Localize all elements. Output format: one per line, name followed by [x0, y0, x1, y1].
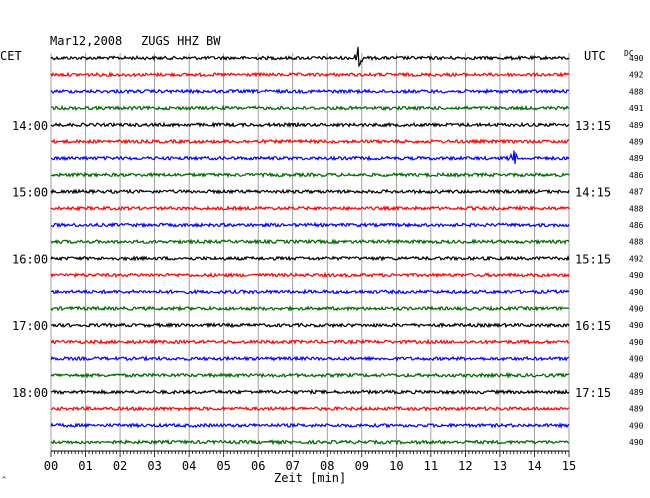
x-tick-label: 07 [286, 459, 300, 473]
seismic-trace [50, 305, 570, 312]
seismic-trace [51, 104, 570, 112]
seismic-trace [50, 288, 570, 295]
seismic-trace [50, 438, 570, 446]
x-tick-label: 06 [251, 459, 265, 473]
x-axis-label: Zeit [min] [274, 471, 346, 485]
chart-date: Mar12,2008 [50, 34, 122, 48]
left-hour-label: 17:00 [12, 319, 48, 333]
dc-offset-label: 490 [629, 421, 644, 430]
dc-offset-label: 490 [629, 288, 644, 297]
dc-offset-label: 490 [629, 338, 644, 347]
x-tick-label: 00 [44, 459, 58, 473]
dc-offset-label: 486 [629, 221, 644, 230]
x-tick-label: 01 [78, 459, 92, 473]
seismic-trace [50, 238, 570, 245]
left-timezone-label: CET [0, 49, 22, 63]
seismic-trace [50, 138, 570, 145]
x-tick-label: 14 [527, 459, 541, 473]
seismic-trace [50, 355, 570, 362]
x-tick-label: 12 [458, 459, 472, 473]
seismic-trace [50, 121, 570, 129]
x-tick-label: 05 [216, 459, 230, 473]
dc-offset-label: 489 [629, 138, 644, 147]
dc-offset-label: 488 [629, 238, 644, 247]
seismic-trace [50, 88, 570, 95]
seismic-trace [50, 371, 570, 379]
dc-offset-label: 490 [629, 305, 644, 314]
right-hour-labels: 13:15 14:15 15:15 16:15 17:15 [575, 119, 611, 400]
x-tick-label: 02 [113, 459, 127, 473]
seismic-trace [50, 46, 570, 68]
dc-offset-label: 489 [629, 154, 644, 163]
dc-offset-label: 486 [629, 171, 644, 180]
dc-offset-label: 490 [629, 355, 644, 364]
dc-offset-label: 492 [629, 254, 644, 263]
dc-offset-labels: 490 492 488 491 489 489 489 486 487 488 486 488 492 4… [629, 54, 644, 447]
left-hour-labels: 14:00 15:00 16:00 17:00 18:00 [12, 119, 48, 400]
seismic-trace [50, 204, 570, 212]
x-tick-label: 03 [147, 459, 161, 473]
chart-station: ZUGS HHZ BW [141, 34, 221, 48]
seismic-trace [50, 405, 570, 412]
seismic-trace [50, 221, 570, 229]
seismic-trace [50, 271, 570, 279]
left-hour-label: 15:00 [12, 186, 48, 200]
seismic-trace [50, 150, 570, 165]
right-hour-label: 13:15 [575, 119, 611, 133]
dc-offset-label: 490 [629, 271, 644, 280]
right-hour-label: 16:15 [575, 319, 611, 333]
left-hour-label: 14:00 [12, 119, 48, 133]
seismic-trace [50, 255, 570, 262]
x-tick-label: 10 [389, 459, 403, 473]
x-tick-label: 13 [493, 459, 507, 473]
seismic-trace [50, 71, 570, 79]
dc-offset-label: 490 [629, 54, 644, 63]
seismic-trace [50, 338, 570, 346]
trace-group [50, 46, 570, 446]
x-tick-label: 15 [562, 459, 576, 473]
dc-offset-label: 492 [629, 71, 644, 80]
seismic-trace [50, 171, 570, 179]
dc-offset-label: 490 [629, 321, 644, 330]
dc-offset-label: 489 [629, 121, 644, 130]
seismic-trace [50, 388, 570, 396]
x-tick-label: 08 [320, 459, 334, 473]
right-hour-label: 17:15 [575, 386, 611, 400]
dc-offset-label: 487 [629, 188, 644, 197]
minute-gridlines [50, 53, 570, 451]
seismic-trace [50, 188, 570, 195]
dc-offset-label: 488 [629, 204, 644, 213]
corner-mark: ^ [2, 476, 7, 484]
dc-column-label: DC [624, 49, 634, 58]
left-hour-label: 16:00 [12, 252, 48, 266]
left-hour-label: 18:00 [12, 386, 48, 400]
seismic-trace [50, 422, 570, 429]
dc-offset-label: 489 [629, 388, 644, 397]
dc-offset-label: 490 [629, 438, 644, 447]
x-tick-label: 09 [355, 459, 369, 473]
right-hour-label: 15:15 [575, 252, 611, 266]
x-tick-label: 04 [182, 459, 196, 473]
x-tick-label: 11 [424, 459, 438, 473]
dc-offset-label: 489 [629, 371, 644, 380]
right-hour-label: 14:15 [575, 186, 611, 200]
x-axis: 00 01 02 03 04 05 06 07 08 09 10 11 12 13 14 15 [44, 450, 576, 473]
dc-offset-label: 488 [629, 87, 644, 96]
dc-offset-label: 489 [629, 405, 644, 414]
seismic-trace [51, 321, 570, 329]
right-timezone-label: UTC [584, 49, 606, 63]
dc-offset-label: 491 [629, 104, 644, 113]
